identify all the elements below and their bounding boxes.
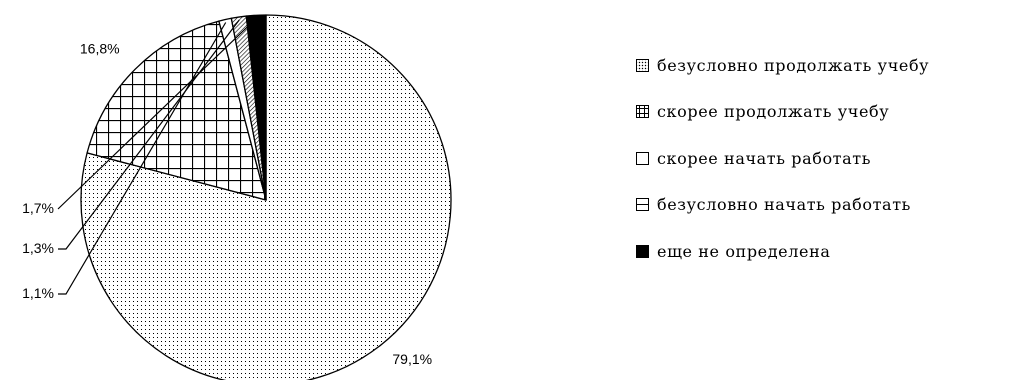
legend-item-rather-study: скорее продолжать учебу — [636, 89, 929, 136]
legend-item-undecided: еще не определена — [636, 228, 929, 275]
legend-item-unconditional-work: безусловно начать работать — [636, 182, 929, 229]
leader-line-3 — [58, 22, 227, 295]
pie-slice-2 — [86, 20, 267, 201]
legend-label: еще не определена — [657, 241, 831, 261]
legend-label: безусловно начать работать — [657, 195, 911, 215]
legend-swatch-dots — [636, 58, 649, 72]
legend-label: скорее начать работать — [657, 148, 872, 168]
legend-item-unconditional-study: безусловно продолжать учебу — [636, 42, 929, 89]
legend-swatch-blank — [636, 151, 649, 165]
legend-swatch-solid — [636, 244, 649, 258]
data-label-4: 1,3% — [22, 240, 54, 256]
data-label-1: 79,1% — [392, 351, 432, 367]
data-label-2: 16,8% — [80, 41, 120, 57]
pie-slice-5 — [245, 14, 267, 201]
pie-chart: 79,1% 16,8% 1,7% 1,3% 1,1% — [22, 14, 452, 380]
data-label-5: 1,7% — [22, 200, 54, 216]
legend-swatch-hatch — [636, 198, 649, 212]
leader-line-4 — [58, 19, 240, 250]
legend: безусловно продолжать учебу скорее продо… — [636, 42, 929, 275]
data-label-3: 1,1% — [22, 285, 54, 301]
legend-label: скорее продолжать учебу — [657, 102, 890, 122]
legend-label: безусловно продолжать учебу — [657, 55, 930, 75]
legend-item-rather-work: скорее начать работать — [636, 135, 929, 182]
leader-line-5 — [57, 17, 257, 210]
legend-swatch-grid — [636, 105, 649, 119]
